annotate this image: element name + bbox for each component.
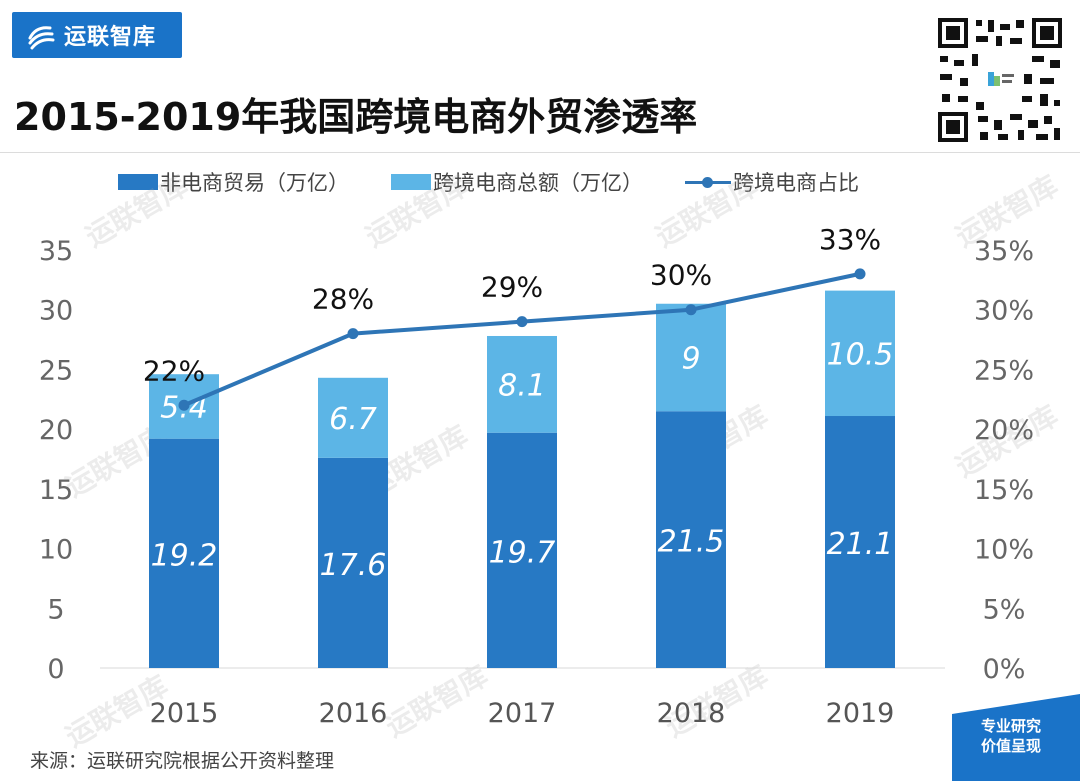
- y-right-tick-label: 35%: [974, 236, 1034, 267]
- bar-ecommerce-total: [487, 335, 557, 433]
- bar-data-label: 9: [681, 341, 700, 376]
- brand-name: 运联智库: [64, 25, 157, 50]
- legend-label: 跨境电商占比: [733, 171, 859, 195]
- y-right-tick-label: 15%: [974, 475, 1034, 506]
- y-right-tick-label: 30%: [974, 296, 1034, 327]
- header-divider: [0, 152, 1080, 153]
- bar-data-label: 21.5: [658, 525, 725, 560]
- share-line-label: 33%: [819, 223, 881, 256]
- brand-swirl-icon: [28, 26, 55, 50]
- share-line-label: 28%: [312, 283, 374, 316]
- x-tick-label: 2016: [319, 698, 388, 729]
- corner-tag-bg: [952, 694, 1080, 781]
- x-tick-label: 2017: [488, 698, 557, 729]
- legend-label: 跨境电商总额（万亿）: [433, 171, 643, 195]
- y-left-tick-label: 25: [39, 355, 73, 386]
- bar-data-label: 8.1: [498, 368, 546, 403]
- bar-non-ecommerce: [656, 411, 726, 668]
- y-right-tick-label: 5%: [983, 594, 1026, 625]
- corner-tag-line1: 专业研究: [980, 717, 1041, 735]
- share-line-label: 29%: [481, 271, 543, 304]
- qr-code-icon: [936, 16, 1064, 144]
- share-line-label: 22%: [143, 354, 205, 387]
- corner-tag: 专业研究 价值呈现: [952, 694, 1080, 781]
- y-right-tick-label: 10%: [974, 535, 1034, 566]
- bar-ecommerce-total: [656, 303, 726, 412]
- bar-data-label: 21.1: [827, 527, 894, 562]
- bar-data-label: 19.7: [489, 535, 556, 570]
- bar-data-label: 10.5: [827, 337, 894, 372]
- legend-swatch-line: [685, 174, 731, 190]
- legend-item-ecommerce-total: 跨境电商总额（万亿）: [391, 167, 643, 197]
- brand-logo: 运联智库: [12, 12, 182, 58]
- y-right-tick-label: 0%: [983, 654, 1026, 685]
- y-left-tick-label: 30: [39, 296, 73, 327]
- bar-ecommerce-total: [318, 377, 388, 458]
- bar-data-label: 17.6: [320, 548, 387, 583]
- share-line-label: 30%: [650, 259, 712, 292]
- share-line-point: [854, 268, 866, 280]
- bar-non-ecommerce: [318, 457, 388, 668]
- legend-item-ecommerce-share: 跨境电商占比: [685, 167, 859, 197]
- share-line-point: [685, 304, 697, 316]
- legend-swatch-light: [391, 174, 431, 190]
- bar-data-label: 19.2: [151, 538, 218, 573]
- y-left-tick-label: 20: [39, 415, 73, 446]
- left-axis: 0 5 10 15 20 25 30 35: [39, 236, 73, 685]
- y-left-tick-label: 5: [47, 594, 64, 625]
- bar-non-ecommerce: [149, 438, 219, 668]
- share-line-point: [347, 328, 359, 340]
- y-left-tick-label: 10: [39, 535, 73, 566]
- y-left-tick-label: 35: [39, 236, 73, 267]
- y-left-tick-label: 15: [39, 475, 73, 506]
- y-right-tick-label: 25%: [974, 355, 1034, 386]
- y-right-tick-label: 20%: [974, 415, 1034, 446]
- x-tick-label: 2015: [150, 698, 219, 729]
- corner-tag-line2: 价值呈现: [980, 737, 1041, 755]
- corner-tag-text: 专业研究 价值呈现: [966, 716, 1056, 756]
- source-note: 来源：运联研究院根据公开资料整理: [30, 750, 335, 772]
- bar-non-ecommerce: [825, 416, 895, 668]
- share-line-point: [178, 399, 190, 411]
- legend-item-non-ecommerce: 非电商贸易（万亿）: [118, 167, 349, 197]
- x-tick-label: 2018: [657, 698, 726, 729]
- page-title: 2015-2019年我国跨境电商外贸渗透率: [14, 95, 698, 139]
- y-left-tick-label: 0: [47, 654, 64, 685]
- x-axis-labels: 2015 2016 2017 2018 2019: [150, 698, 895, 729]
- legend-label: 非电商贸易（万亿）: [160, 171, 349, 195]
- x-tick-label: 2019: [826, 698, 895, 729]
- share-line-point: [516, 316, 528, 328]
- legend-swatch-dark: [118, 174, 158, 190]
- bar-data-label: 6.7: [329, 402, 377, 437]
- chart-legend: 非电商贸易（万亿） 跨境电商总额（万亿） 跨境电商占比: [118, 168, 901, 196]
- right-axis: 0% 5% 10% 15% 20% 25% 30% 35%: [974, 236, 1034, 685]
- bar-non-ecommerce: [487, 432, 557, 668]
- bar-ecommerce-total: [825, 290, 895, 417]
- share-line: 22% 28% 29% 30% 33%: [143, 223, 881, 411]
